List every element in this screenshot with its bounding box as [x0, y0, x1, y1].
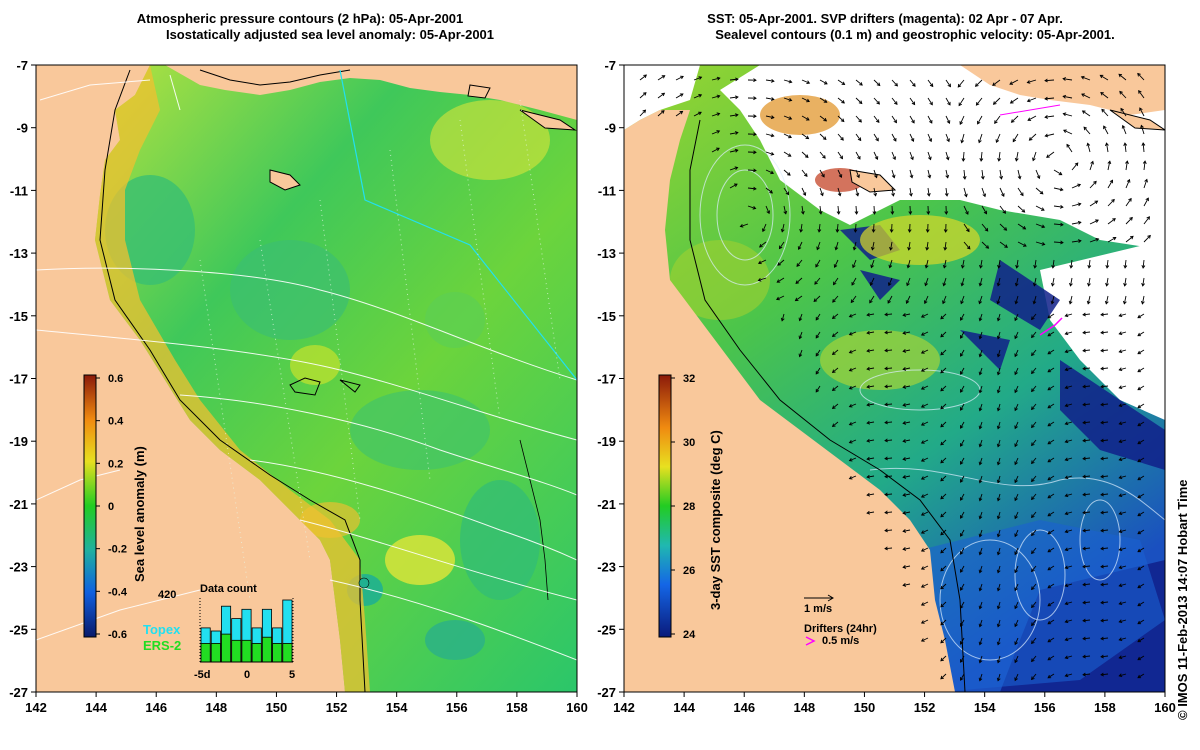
left-ytick: -11	[10, 183, 28, 198]
sst-colorbar-tick: 30	[683, 437, 695, 449]
left-xtick: 152	[326, 700, 348, 715]
sla-colorbar-tick: 0.6	[108, 373, 123, 385]
data-count-ymax: 420	[158, 589, 176, 601]
left-ytick: -7	[16, 58, 28, 73]
left-xtick: 156	[446, 700, 468, 715]
left-ytick: -13	[9, 246, 28, 261]
legend-ers2: ERS-2	[143, 638, 181, 653]
drifter-speed-label: 0.5 m/s	[822, 635, 859, 647]
right-ytick: -23	[597, 560, 616, 575]
velocity-scale-label: 1 m/s	[804, 603, 832, 615]
right-xtick: 142	[613, 700, 635, 715]
right-xtick: 146	[733, 700, 755, 715]
right-ytick: -15	[597, 309, 616, 324]
ers2-bar	[261, 636, 272, 663]
left-title-line2: Isostatically adjusted sea level anomaly…	[165, 27, 495, 42]
drifter-arrow-icon	[805, 636, 816, 646]
right-xtick: 148	[793, 700, 815, 715]
right-ytick: -17	[597, 372, 616, 387]
data-count-inset: Data count 420 Topex ERS-2 -5d 0 5	[143, 583, 295, 681]
left-title-line1: Atmospheric pressure contours (2 hPa): 0…	[136, 11, 464, 26]
sla-colorbar-tick: -0.6	[108, 629, 127, 641]
left-ytick: -23	[9, 560, 28, 575]
left-ytick: -9	[16, 121, 28, 136]
left-xtick: 150	[266, 700, 288, 715]
ers2-bar	[200, 643, 211, 663]
right-ytick: -11	[598, 183, 616, 198]
left-xtick: 158	[506, 700, 528, 715]
left-ytick: -19	[9, 434, 28, 449]
legend-topex: Topex	[143, 622, 181, 637]
left-ytick: -27	[9, 685, 28, 700]
sst-colorbar: 32 30 28 26 24 3-day SST composite (deg C)	[658, 373, 723, 641]
right-ytick: -27	[597, 685, 616, 700]
right-xtick: 152	[914, 700, 936, 715]
right-xtick: 150	[854, 700, 876, 715]
credit-text: © IMOS 11-Feb-2013 14:07 Hobart Time	[1175, 479, 1190, 720]
right-title-line2: Sealevel contours (0.1 m) and geostrophi…	[715, 27, 1115, 42]
right-xtick: 156	[1034, 700, 1056, 715]
left-ytick: -17	[9, 372, 28, 387]
sst-colorbar-tick: 24	[683, 629, 696, 641]
sla-colorbar-tick: 0	[108, 501, 114, 513]
right-ytick: -9	[604, 121, 616, 136]
sla-colorbar-tick: 0.2	[108, 458, 123, 470]
sla-colorbar-tick: -0.4	[108, 586, 128, 598]
sst-colorbar-tick: 32	[683, 373, 695, 385]
left-xtick: 160	[566, 700, 588, 715]
drifters-label: Drifters (24hr)	[804, 623, 877, 635]
dc-xtick-1: 0	[244, 669, 250, 681]
ers2-bar	[251, 643, 262, 663]
ers2-bar	[221, 633, 232, 663]
left-xtick: 148	[205, 700, 227, 715]
ers2-bar	[282, 643, 293, 663]
left-ytick: -21	[9, 497, 28, 512]
left-ytick: -15	[9, 309, 28, 324]
dc-xtick-0: -5d	[194, 669, 211, 681]
sst-colorbar-tick: 28	[683, 501, 695, 513]
ers2-bar	[210, 643, 221, 663]
right-xtick: 154	[974, 700, 996, 715]
ers2-bar	[231, 639, 242, 663]
right-xtick: 158	[1094, 700, 1116, 715]
velocity-legend: 1 m/s Drifters (24hr) 0.5 m/s	[804, 594, 877, 647]
left-ytick: -25	[9, 622, 28, 637]
right-ytick: -19	[597, 434, 616, 449]
right-map-ticks: 142 144 146 148 150 152 154 156 158 160 -7 -9 -11 -13…	[597, 58, 1176, 715]
right-ytick: -25	[597, 622, 616, 637]
right-xtick: 160	[1154, 700, 1176, 715]
sla-colorbar: 0.6 0.4 0.2 0 -0.2 -0.4 -0.6 Sea level anomaly…	[83, 373, 147, 641]
right-ytick: -7	[604, 58, 616, 73]
right-ytick: -21	[597, 497, 616, 512]
left-xtick: 154	[386, 700, 408, 715]
sla-colorbar-label: Sea level anomaly (m)	[132, 446, 147, 582]
dc-xtick-2: 5	[289, 669, 295, 681]
sla-colorbar-tick: -0.2	[108, 544, 127, 556]
sst-colorbar-tick: 26	[683, 565, 695, 577]
left-map	[36, 65, 577, 692]
left-xtick: 144	[85, 700, 107, 715]
sst-colorbar-label: 3-day SST composite (deg C)	[708, 430, 723, 610]
left-map-ticks: 142 144 146 148 150 152 154 156 158 160 -7 -9 -11 -13…	[9, 58, 588, 715]
right-ytick: -13	[597, 246, 616, 261]
right-map	[624, 65, 1165, 692]
sla-colorbar-tick: 0.4	[108, 416, 124, 428]
left-xtick: 142	[25, 700, 47, 715]
right-xtick: 144	[673, 700, 695, 715]
left-xtick: 146	[145, 700, 167, 715]
ers2-bar	[241, 639, 252, 663]
ers2-bar	[272, 643, 283, 663]
data-count-title: Data count	[200, 583, 257, 595]
right-title-line1: SST: 05-Apr-2001. SVP drifters (magenta)…	[707, 11, 1063, 26]
